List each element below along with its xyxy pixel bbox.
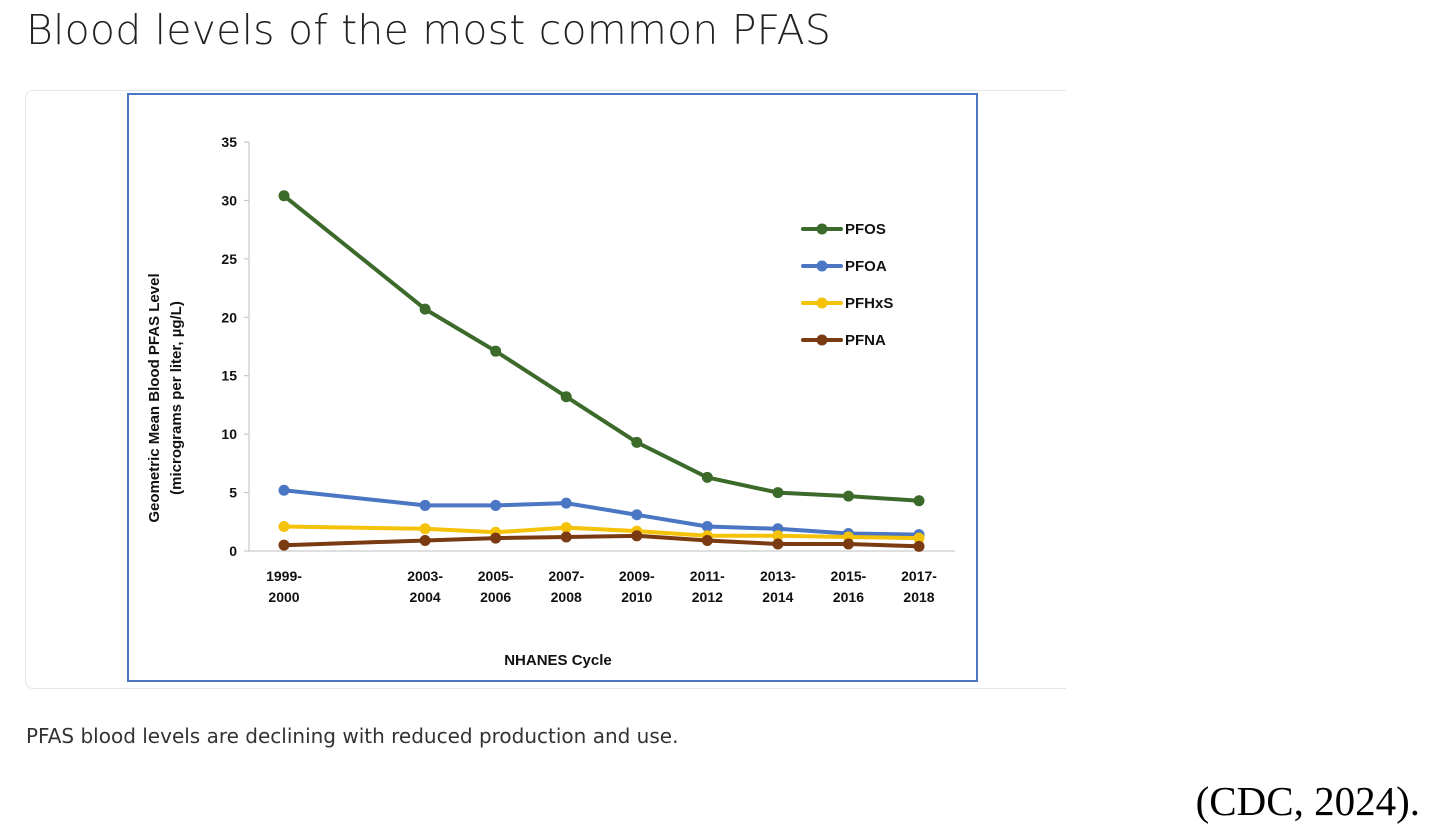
x-tick-label: 2015-2016 <box>831 568 867 605</box>
x-tick-label: 2017-2018 <box>901 568 937 605</box>
data-point-pfhxs <box>278 520 290 532</box>
data-point-pfoa <box>701 520 713 532</box>
y-tick-label: 25 <box>221 251 237 267</box>
data-point-pfna <box>913 540 925 552</box>
legend-label-pfna: PFNA <box>845 332 886 349</box>
data-point-pfos <box>913 495 925 507</box>
data-point-pfhxs <box>913 532 925 544</box>
data-point-pfna <box>560 531 572 543</box>
data-point-pfna <box>278 539 290 551</box>
data-point-pfoa <box>278 484 290 496</box>
data-point-pfos <box>701 471 713 483</box>
y-tick-label: 30 <box>221 192 237 208</box>
x-tick-label: 2005-2006 <box>478 568 514 605</box>
data-point-pfna <box>490 532 502 544</box>
y-tick-label: 5 <box>229 485 237 501</box>
data-point-pfna <box>772 538 784 550</box>
data-point-pfhxs <box>419 523 431 535</box>
x-tick-label: 2009-2010 <box>619 568 655 605</box>
data-point-pfos <box>278 190 290 202</box>
data-point-pfhxs <box>772 530 784 542</box>
legend-marker-pfna <box>816 334 828 346</box>
data-point-pfoa <box>419 499 431 511</box>
legend-label-pfhxs: PFHxS <box>845 295 893 312</box>
page-title: Blood levels of the most common PFAS <box>26 6 832 54</box>
data-point-pfos <box>772 487 784 499</box>
x-tick-label: 2003-2004 <box>407 568 443 605</box>
data-point-pfoa <box>631 509 643 521</box>
pfas-line-chart: 0 5 10 15 20 25 30 35 1999-2000 2003-2004 2005-20… <box>146 134 955 669</box>
data-point-pfos <box>490 345 502 357</box>
data-point-pfoa <box>490 499 502 511</box>
y-tick-label: 15 <box>221 368 237 384</box>
data-point-pfna <box>842 538 854 550</box>
x-tick-label: 2011-2012 <box>690 568 725 605</box>
y-tick-label: 0 <box>229 543 237 559</box>
legend-marker-pfos <box>816 223 828 235</box>
y-tick-label: 35 <box>221 134 237 150</box>
y-axis-title-line2: (micrograms per liter, µg/L) <box>168 301 185 495</box>
x-axis-title: NHANES Cycle <box>504 652 612 669</box>
citation: (CDC, 2024). <box>1195 778 1420 824</box>
legend-marker-pfhxs <box>816 297 828 309</box>
data-point-pfos <box>842 490 854 502</box>
data-point-pfos <box>419 303 431 315</box>
data-point-pfhxs <box>560 522 572 534</box>
data-point-pfos <box>631 436 643 448</box>
figure-caption: PFAS blood levels are declining with red… <box>26 724 679 748</box>
data-point-pfna <box>419 534 431 546</box>
data-point-pfna <box>631 530 643 542</box>
y-axis-title-line1: Geometric Mean Blood PFAS Level <box>146 273 163 522</box>
y-tick-label: 20 <box>221 309 237 325</box>
chart-frame: 0 5 10 15 20 25 30 35 1999-2000 2003-2004 2005-20… <box>127 93 978 682</box>
x-tick-label: 2007-2008 <box>548 568 584 605</box>
legend-label-pfoa: PFOA <box>845 258 887 275</box>
legend-label-pfos: PFOS <box>845 221 886 238</box>
data-point-pfoa <box>560 497 572 509</box>
series-line-pfos <box>282 193 921 503</box>
x-tick-label: 2013-2014 <box>760 568 796 605</box>
x-tick-label: 1999-2000 <box>266 568 302 605</box>
data-point-pfna <box>701 534 713 546</box>
data-point-pfos <box>560 391 572 403</box>
legend-marker-pfoa <box>816 260 828 272</box>
y-tick-label: 10 <box>221 426 237 442</box>
